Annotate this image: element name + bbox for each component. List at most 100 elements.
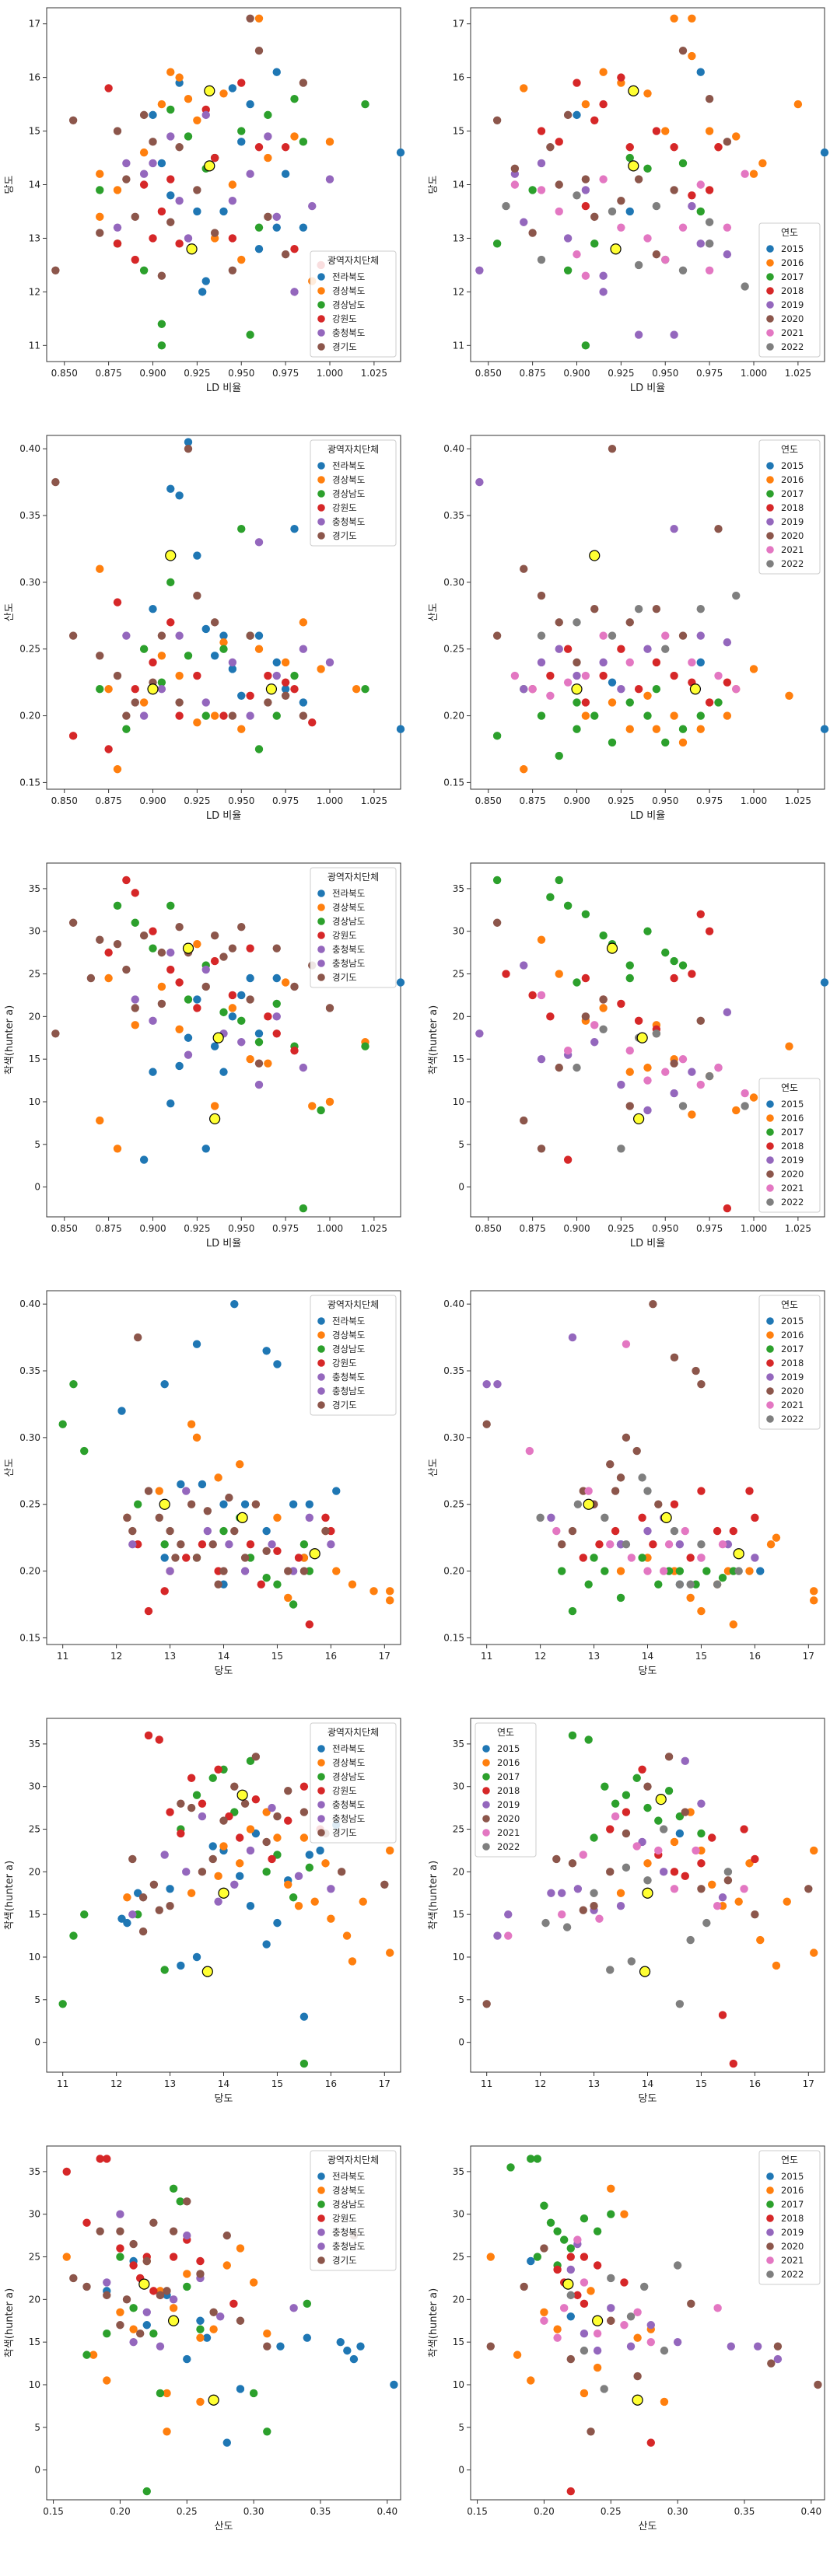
y-axis-label: 착색(hunter a) — [4, 1005, 16, 1075]
point-series-8 — [670, 1526, 679, 1536]
point-series-6 — [697, 1885, 706, 1893]
highlight-point — [147, 683, 159, 695]
point-series-4 — [581, 698, 590, 707]
plot-frame — [470, 862, 825, 1218]
point-series-6 — [616, 1473, 625, 1482]
point-series-6 — [670, 1059, 678, 1068]
point-series-1 — [272, 223, 281, 232]
legend-label: 2021 — [781, 2255, 804, 2266]
point-series-3 — [678, 725, 688, 733]
point-series-6 — [230, 1782, 239, 1791]
point-series-3 — [160, 1540, 169, 1549]
point-series-4 — [581, 201, 590, 211]
legend: 연도 2015 2016 2017 2018 2019 2020 2021 2022 — [758, 439, 821, 575]
point-series-7 — [732, 685, 741, 694]
point-series-6 — [723, 1876, 733, 1885]
point-series-4 — [246, 691, 254, 701]
point-series-4 — [617, 999, 625, 1008]
scatter-points — [51, 438, 405, 774]
point-series-4 — [740, 1825, 748, 1833]
point-series-3 — [555, 876, 563, 885]
point-series-6 — [193, 591, 201, 600]
point-series-4 — [751, 1513, 759, 1522]
legend-marker — [766, 1142, 774, 1150]
legend-label: 경기도 — [332, 1827, 357, 1838]
point-series-5 — [175, 631, 184, 640]
x-axis-label: 산도 — [639, 2521, 657, 2532]
legend-marker — [317, 518, 325, 526]
point-series-7 — [718, 1540, 727, 1549]
point-series-5 — [751, 1554, 759, 1562]
point-series-6 — [251, 1753, 261, 1761]
point-series-6 — [122, 175, 131, 184]
point-series-3 — [625, 153, 634, 163]
point-series-6 — [184, 444, 193, 453]
y-tick-label: 5 — [34, 1139, 40, 1150]
point-series-7 — [584, 1487, 593, 1495]
y-tick-label: 20 — [453, 1866, 464, 1877]
point-series-1 — [272, 658, 281, 667]
point-series-1 — [177, 1961, 185, 1970]
point-series-2 — [219, 638, 228, 647]
point-series-1 — [230, 1299, 239, 1309]
point-series-8 — [566, 2291, 575, 2300]
point-series-4 — [122, 876, 131, 885]
scatter-points — [475, 444, 829, 774]
point-series-7 — [581, 671, 590, 680]
point-series-5 — [697, 1799, 706, 1808]
point-series-2 — [113, 186, 122, 194]
y-tick-label: 20 — [29, 1866, 40, 1877]
point-series-5 — [228, 196, 237, 205]
point-series-3 — [601, 1782, 609, 1791]
point-series-4 — [237, 79, 246, 87]
point-series-2 — [157, 652, 166, 660]
legend-label: 2019 — [497, 1799, 520, 1810]
x-tick-label: 0.30 — [667, 2506, 688, 2517]
point-series-4 — [580, 2253, 589, 2261]
legend-label: 경상남도 — [332, 1344, 365, 1354]
point-series-6 — [606, 1460, 615, 1469]
legend-marker — [317, 504, 325, 512]
point-series-5 — [643, 1106, 652, 1115]
legend-label: 충청남도 — [332, 2241, 365, 2252]
legend-marker — [766, 301, 774, 309]
point-series-8 — [573, 1063, 581, 1072]
legend-marker — [766, 1359, 774, 1367]
point-series-4 — [606, 1825, 615, 1833]
point-series-5 — [198, 1812, 207, 1821]
point-series-5 — [547, 1513, 555, 1522]
point-series-6 — [135, 2330, 145, 2338]
x-tick-label: 0.875 — [519, 795, 545, 806]
y-tick-label: 30 — [453, 2209, 464, 2220]
point-series-5 — [773, 2354, 783, 2364]
point-series-6 — [670, 1353, 679, 1362]
legend-label: 2019 — [781, 2227, 804, 2238]
point-series-8 — [634, 260, 643, 270]
x-tick-label: 1.025 — [785, 368, 811, 379]
point-series-2 — [652, 725, 661, 733]
point-series-7 — [696, 1080, 705, 1089]
point-series-8 — [675, 2000, 685, 2008]
legend-marker — [317, 462, 325, 470]
legend-title: 연도 — [497, 1727, 514, 1738]
x-tick-label: 0.850 — [51, 368, 78, 379]
point-series-1 — [219, 1500, 228, 1508]
point-series-2 — [299, 1833, 309, 1842]
point-series-6 — [228, 944, 237, 952]
point-series-6 — [254, 46, 264, 55]
point-series-4 — [198, 1540, 207, 1549]
x-tick-label: 16 — [325, 1651, 337, 1662]
point-series-8 — [626, 2312, 636, 2321]
legend-label: 경기도 — [332, 1400, 357, 1410]
point-series-6 — [240, 1799, 250, 1808]
point-series-2 — [581, 711, 590, 720]
legend-box — [310, 867, 397, 988]
point-series-1 — [336, 2337, 345, 2347]
y-tick-label: 30 — [29, 2209, 40, 2220]
y-tick-label: 0.20 — [443, 711, 464, 722]
point-series-2 — [96, 564, 104, 573]
point-series-4 — [723, 1204, 732, 1213]
point-series-1 — [254, 631, 264, 640]
point-series-6 — [590, 605, 599, 613]
x-tick-label: 0.875 — [95, 368, 121, 379]
